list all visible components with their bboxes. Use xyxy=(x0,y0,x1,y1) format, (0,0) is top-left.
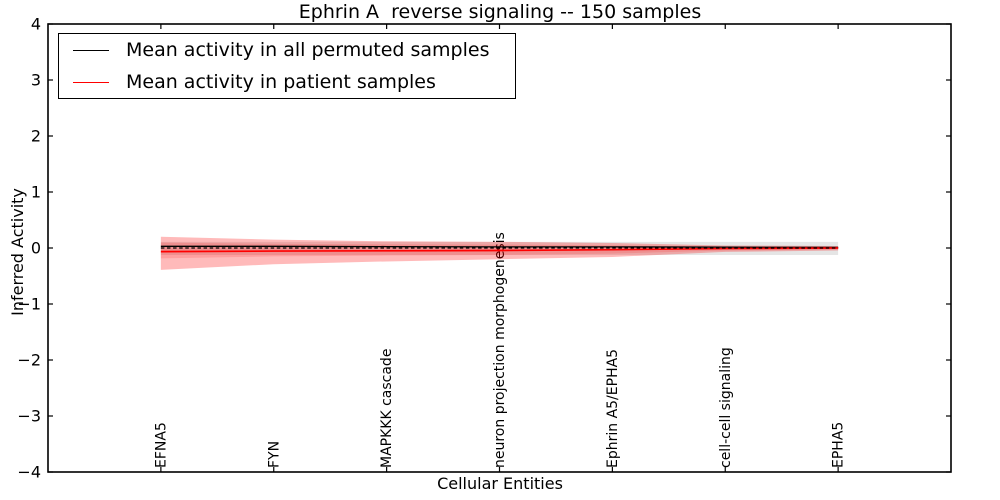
y-tick-label: 0 xyxy=(31,239,41,258)
legend-item-permuted: Mean activity in all permuted samples xyxy=(73,37,515,64)
series-line xyxy=(160,245,839,249)
legend-label: Mean activity in patient samples xyxy=(126,71,436,93)
x-tick-label: Ephrin A5/EPHA5 xyxy=(605,349,621,468)
band-patient-samples-outer-range xyxy=(160,236,839,270)
legend-label: Mean activity in all permuted samples xyxy=(126,39,490,61)
y-axis-label: Inferred Activity xyxy=(8,188,27,316)
x-tick-label: EFNA5 xyxy=(153,422,169,468)
y-tick-label: −3 xyxy=(17,407,41,426)
x-tick-label: EPHA5 xyxy=(831,422,847,468)
legend-item-patient: Mean activity in patient samples xyxy=(73,69,515,96)
y-tick-label: −4 xyxy=(17,463,41,482)
x-axis-label: Cellular Entities xyxy=(437,474,563,493)
y-tick-label: 4 xyxy=(31,15,41,34)
x-tick-label: cell-cell signaling xyxy=(718,347,734,468)
chart-title: Ephrin A reverse signaling -- 150 sample… xyxy=(298,1,702,23)
y-tick-label: 3 xyxy=(31,71,41,90)
x-tick-label: MAPKKK cascade xyxy=(379,349,395,468)
y-tick-label: 2 xyxy=(31,127,41,146)
legend: Mean activity in all permuted samples Me… xyxy=(58,33,516,99)
y-tick-label: 1 xyxy=(31,183,41,202)
black-line-sample-icon xyxy=(73,49,109,51)
red-line-sample-icon xyxy=(73,81,109,83)
y-tick-label: −1 xyxy=(17,295,41,314)
x-tick-label: neuron projection morphogenesis xyxy=(492,232,508,468)
x-tick-label: FYN xyxy=(266,441,282,468)
y-tick-label: −2 xyxy=(17,351,41,370)
